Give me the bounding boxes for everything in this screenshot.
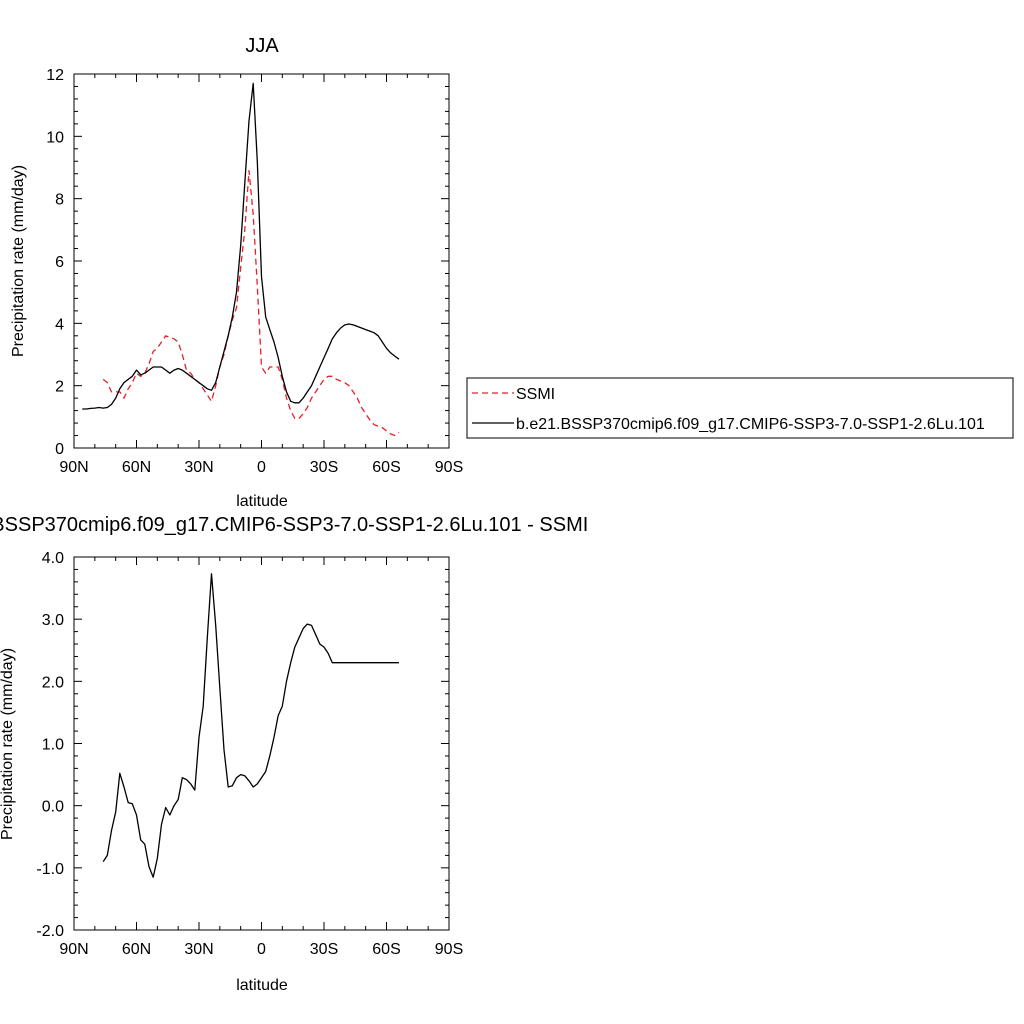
bottom-plot-frame bbox=[73, 556, 450, 931]
top-x-tick-label: 90N bbox=[59, 459, 88, 476]
bottom-panel: b.e21.BSSP370cmip6.f09_g17.CMIP6-SSP3-7.… bbox=[0, 514, 588, 994]
top-chart-title: JJA bbox=[245, 35, 279, 57]
top-y-tick-label: 2 bbox=[55, 379, 64, 396]
top-series-line-0 bbox=[102, 169, 400, 437]
bottom-x-tick-label: 30N bbox=[184, 941, 213, 958]
bottom-y-tick-label: 1.0 bbox=[42, 737, 64, 754]
bottom-chart-title: b.e21.BSSP370cmip6.f09_g17.CMIP6-SSP3-7.… bbox=[0, 514, 588, 536]
bottom-x-tick-label: 30S bbox=[310, 941, 338, 958]
top-x-tick-label: 0 bbox=[257, 459, 266, 476]
top-y-tick-label: 10 bbox=[46, 129, 64, 146]
top-x-tick-label: 30N bbox=[184, 459, 213, 476]
top-y-tick-label: 8 bbox=[55, 192, 64, 209]
bottom-y-tick-label: -1.0 bbox=[36, 861, 64, 878]
bottom-x-tick-label: 90N bbox=[59, 941, 88, 958]
top-x-tick-label: 90S bbox=[435, 459, 463, 476]
top-x-tick-label: 60N bbox=[122, 459, 151, 476]
bottom-y-tick-label: 0.0 bbox=[42, 799, 64, 816]
top-panel: JJA 90N 60N 30N 0 30S 60S 90S 0 2 4 6 8 10 12 latitud… bbox=[10, 35, 463, 510]
top-x-tick-label: 60S bbox=[372, 459, 400, 476]
legend-box bbox=[466, 377, 1014, 439]
bottom-series-line-0 bbox=[102, 573, 399, 878]
top-y-tick-label: 12 bbox=[46, 67, 64, 84]
top-y-tick-label: 0 bbox=[55, 441, 64, 458]
bottom-x-tick-label: 90S bbox=[435, 941, 463, 958]
top-plot-area: 90N 60N 30N 0 30S 60S 90S 0 2 4 6 8 10 12 bbox=[46, 67, 463, 476]
top-series-line-1 bbox=[82, 82, 400, 410]
top-x-axis-label: latitude bbox=[236, 493, 288, 510]
legend: SSMI b.e21.BSSP370cmip6.f09_g17.CMIP6-SS… bbox=[466, 377, 1014, 439]
bottom-x-tick-label: 0 bbox=[257, 941, 266, 958]
bottom-y-tick-label: 4.0 bbox=[42, 550, 64, 567]
top-x-tick-label: 30S bbox=[310, 459, 338, 476]
bottom-x-tick-label: 60N bbox=[122, 941, 151, 958]
top-y-tick-label: 4 bbox=[55, 316, 64, 333]
bottom-y-axis-label: Precipitation rate (mm/day) bbox=[0, 648, 16, 840]
bottom-y-tick-label: 3.0 bbox=[42, 612, 64, 629]
bottom-plot-area: 90N 60N 30N 0 30S 60S 90S -2.0 -1.0 0.0 1.0 2.0 3.0 4… bbox=[36, 550, 463, 958]
legend-entry-ssmi: SSMI bbox=[516, 386, 555, 403]
legend-entry-model: b.e21.BSSP370cmip6.f09_g17.CMIP6-SSP3-7.… bbox=[516, 416, 985, 433]
top-y-axis-label: Precipitation rate (mm/day) bbox=[10, 165, 27, 357]
bottom-y-tick-label: 2.0 bbox=[42, 674, 64, 691]
bottom-x-tick-label: 60S bbox=[372, 941, 400, 958]
top-y-tick-label: 6 bbox=[55, 254, 64, 271]
bottom-x-axis-label: latitude bbox=[236, 977, 288, 994]
bottom-y-tick-label: -2.0 bbox=[36, 923, 64, 940]
